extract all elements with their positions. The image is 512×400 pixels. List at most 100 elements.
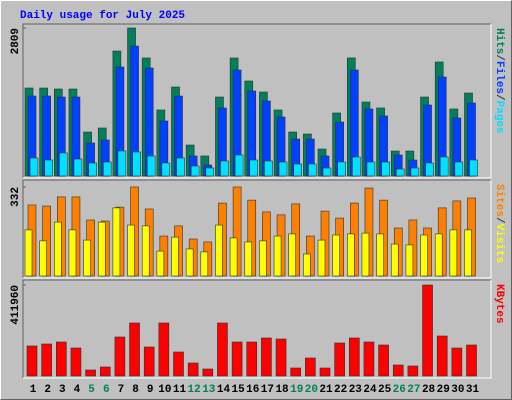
x-tick-label: 12 <box>188 384 201 396</box>
bar <box>234 154 244 177</box>
bar <box>58 152 68 177</box>
bar <box>348 337 360 377</box>
legend-separator: / <box>493 54 505 61</box>
panel-border <box>23 24 492 179</box>
bar <box>55 341 67 377</box>
bar <box>220 160 229 177</box>
panel-border <box>23 180 492 279</box>
x-tick-label: 2 <box>44 384 51 396</box>
bar <box>361 232 370 277</box>
bar <box>395 168 405 177</box>
x-tick-label: 8 <box>132 384 139 396</box>
bar <box>143 346 155 377</box>
bar <box>261 337 272 377</box>
bar <box>190 165 200 177</box>
x-tick-label: 4 <box>74 384 81 396</box>
bar <box>70 347 82 377</box>
y-tick-label: 332 <box>10 187 22 207</box>
bar <box>420 234 428 277</box>
bar <box>24 229 33 277</box>
bar <box>392 364 404 377</box>
bar <box>334 342 345 377</box>
x-tick-label: 26 <box>393 384 406 396</box>
bar <box>317 239 326 277</box>
panel-border <box>23 280 492 379</box>
bar <box>249 159 259 177</box>
bar <box>26 345 38 377</box>
legend-entry: Files <box>493 61 505 94</box>
bar <box>217 322 228 377</box>
bar <box>176 157 185 177</box>
bar <box>451 347 463 377</box>
x-tick-label: 19 <box>290 384 303 396</box>
bar <box>202 368 214 377</box>
bar <box>337 161 346 177</box>
bar <box>319 367 331 377</box>
x-tick-label: 3 <box>59 384 66 396</box>
bar <box>158 322 170 377</box>
bar <box>156 250 165 277</box>
bar <box>99 366 111 377</box>
bar <box>290 367 302 377</box>
bar <box>466 344 477 377</box>
bar <box>146 155 156 177</box>
bar <box>39 240 47 277</box>
panel-border <box>22 23 491 178</box>
bar <box>244 241 253 277</box>
x-tick-label: 7 <box>118 384 125 396</box>
bar <box>114 336 126 377</box>
x-tick-label: 9 <box>147 384 154 396</box>
bar <box>366 161 376 177</box>
bar <box>141 225 150 277</box>
bar <box>53 221 62 277</box>
bar <box>422 284 433 377</box>
bar <box>73 158 83 177</box>
x-tick-label: 24 <box>363 384 377 396</box>
x-tick-label: 29 <box>437 384 450 396</box>
x-tick-label: 25 <box>378 384 392 396</box>
bar <box>205 167 215 177</box>
bar <box>41 343 52 377</box>
x-tick-label: 31 <box>466 384 480 396</box>
x-tick-label: 17 <box>261 384 274 396</box>
x-tick-label: 30 <box>451 384 464 396</box>
bar <box>83 239 91 277</box>
bar <box>187 362 199 377</box>
bar <box>117 150 127 177</box>
bar <box>68 229 77 277</box>
legend-entry: Visits <box>493 224 505 264</box>
bar <box>264 160 273 177</box>
x-tick-label: 11 <box>173 384 187 396</box>
panel-border <box>22 279 491 378</box>
bar <box>381 161 390 177</box>
legend: Sites/Visits <box>493 184 505 263</box>
x-tick-label: 20 <box>305 384 318 396</box>
bar <box>278 161 288 177</box>
legend-entry: KBytes <box>493 284 505 324</box>
x-tick-label: 27 <box>407 384 420 396</box>
bar <box>469 159 478 177</box>
x-tick-label: 6 <box>103 384 110 396</box>
bar <box>378 344 389 377</box>
bar <box>127 224 135 277</box>
bar <box>171 236 179 277</box>
x-tick-label: 16 <box>246 384 259 396</box>
legend-separator: / <box>493 94 505 101</box>
bar <box>132 151 141 177</box>
bar <box>129 322 140 377</box>
bar <box>173 351 184 377</box>
bar <box>85 369 96 377</box>
bar <box>351 156 361 177</box>
legend-entry: Pages <box>493 101 505 134</box>
bar <box>200 251 209 277</box>
bar <box>303 253 311 277</box>
x-tick-label: 5 <box>88 384 95 396</box>
bar <box>322 167 332 177</box>
chart-title: Daily usage for July 2025 <box>20 10 185 22</box>
legend-separator: / <box>493 217 505 224</box>
bar <box>97 221 106 277</box>
bar <box>288 233 297 277</box>
bar <box>425 162 434 177</box>
bar <box>185 248 194 277</box>
